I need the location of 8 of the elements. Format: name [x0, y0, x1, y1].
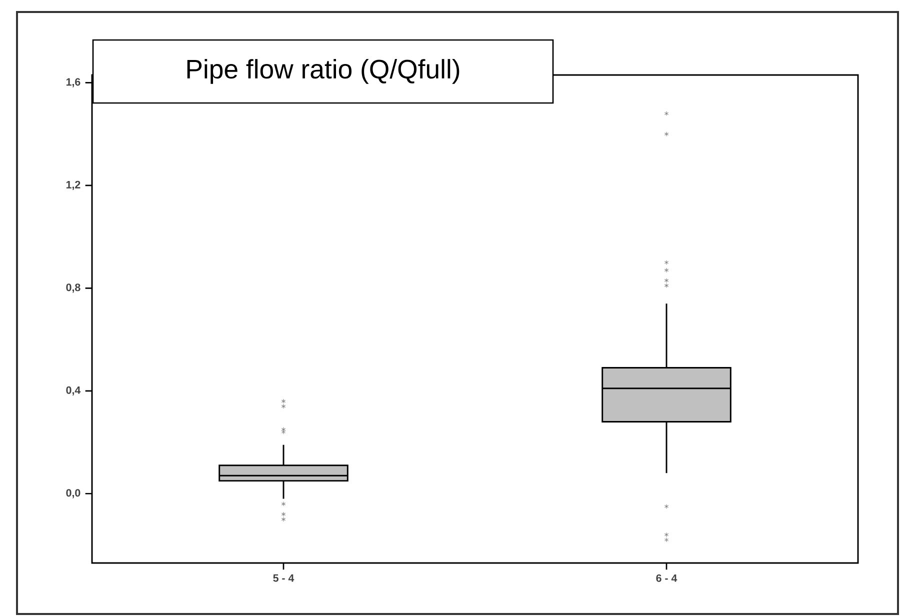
y-tick-label: 0,0 — [66, 489, 80, 498]
y-tick-label: 1,6 — [66, 78, 80, 88]
x-tick-label: 5 - 4 — [273, 574, 294, 582]
chart-title: Pipe flow ratio (Q/Qfull) — [187, 59, 460, 84]
y-tick-label: 0,4 — [66, 386, 81, 396]
y-tick-label: 1,2 — [66, 180, 80, 190]
y-tick-label: 0,8 — [66, 284, 80, 293]
x-tick-label: 6 - 4 — [656, 574, 678, 582]
